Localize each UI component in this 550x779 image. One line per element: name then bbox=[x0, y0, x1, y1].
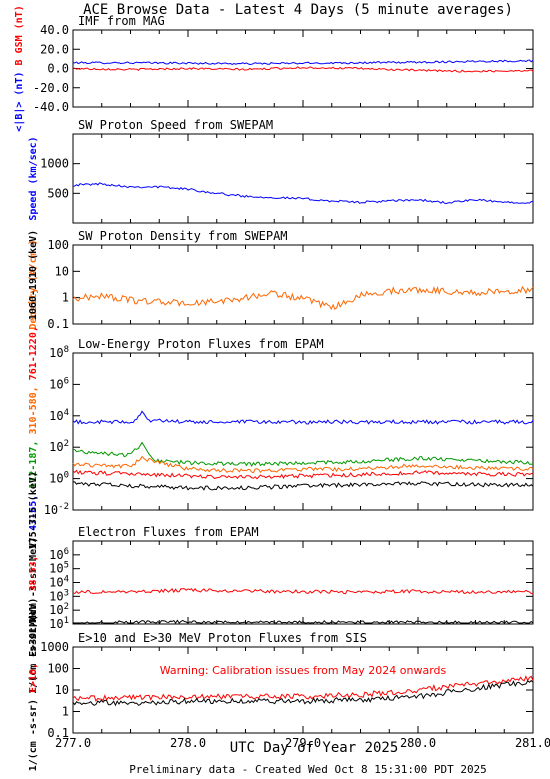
y-tick-label: 100 bbox=[49, 471, 69, 486]
footer-note: Preliminary data - Created Wed Oct 8 15:… bbox=[129, 763, 487, 776]
y-label-part: 1/(cm -s-sr-MeV) bbox=[28, 598, 39, 694]
y-label-part: 761-1220, bbox=[28, 326, 39, 386]
y-tick-label: 0.0 bbox=[47, 62, 69, 76]
plot-frame bbox=[72, 133, 534, 224]
y-tick-label: 106 bbox=[49, 547, 69, 562]
y-tick-label: 100 bbox=[47, 662, 69, 676]
y-tick-label: 102 bbox=[49, 439, 69, 454]
y-tick-label: 1 bbox=[62, 291, 69, 305]
panel-title: E>10 and E>30 MeV Proton Fluxes from SIS bbox=[78, 631, 367, 645]
y-label-part: E>10, bbox=[28, 663, 39, 699]
y-axis-label: Speed (km/sec) bbox=[28, 136, 39, 220]
y-axis-label: <|B|> (nT) B GSM (nT) bbox=[14, 5, 25, 131]
x-tick-label: 279.0 bbox=[285, 736, 321, 750]
y-axis-label: 1/(cm -s-sr-MeV) 47-65, 112-187, 310-580… bbox=[28, 230, 39, 633]
y-label-part: 112-187, bbox=[28, 441, 39, 495]
y-tick-label: 10 bbox=[55, 264, 69, 278]
y-tick-label: 102 bbox=[49, 602, 69, 617]
series-line-1 bbox=[72, 675, 534, 702]
y-tick-label: 20.0 bbox=[40, 42, 69, 56]
y-tick-label: 105 bbox=[49, 561, 69, 576]
y-tick-label: 100 bbox=[47, 238, 69, 252]
plot-frame bbox=[72, 540, 534, 625]
series-line-1 bbox=[72, 410, 534, 425]
y-tick-label: 1 bbox=[62, 705, 69, 719]
panels: 40.0 20.0 0.0 -20.0 -40.0 IMF from MAG <|B|> (… bbox=[14, 5, 550, 771]
x-tick-label: 277.0 bbox=[55, 736, 91, 750]
y-tick-label: 104 bbox=[49, 575, 69, 590]
series-line-3 bbox=[72, 455, 534, 474]
y-label-part: 47-65, bbox=[28, 495, 39, 537]
y-tick-label: 1000 bbox=[40, 640, 69, 654]
figure-title: ACE Browse Data - Latest 4 Days (5 minut… bbox=[83, 2, 513, 18]
plot-frame bbox=[72, 352, 534, 511]
x-tick-label: 280.0 bbox=[400, 736, 436, 750]
series-line-5 bbox=[73, 481, 534, 491]
series-line-4 bbox=[72, 469, 534, 480]
y-tick-label: 101 bbox=[49, 616, 69, 631]
y-label-part: Density (#/cm ) bbox=[27, 239, 39, 329]
panel-title: SW Proton Density from SWEPAM bbox=[78, 229, 288, 243]
y-tick-label: 500 bbox=[47, 186, 69, 200]
y-tick-label: 40.0 bbox=[40, 23, 69, 37]
y-tick-label: -20.0 bbox=[33, 81, 69, 95]
y-tick-label: 10-2 bbox=[44, 502, 69, 517]
y-label-part: E>30 MeV bbox=[28, 609, 39, 663]
y-tick-label: -40.0 bbox=[33, 100, 69, 114]
y-axis-label: 1/(cm -s-sr) E>10, E>30 MeV bbox=[28, 609, 39, 772]
series-line-2 bbox=[72, 619, 534, 624]
chart-panel-1: 40.0 20.0 0.0 -20.0 -40.0 IMF from MAG <|B|> (… bbox=[14, 5, 534, 132]
panel-title: SW Proton Speed from SWEPAM bbox=[78, 118, 273, 132]
panel-title: IMF from MAG bbox=[78, 14, 165, 28]
y-label-part: 38-53, bbox=[28, 555, 39, 597]
warning-annotation: Warning: Calibration issues from May 202… bbox=[160, 664, 447, 677]
y-label-part: Speed (km/sec) bbox=[28, 136, 39, 220]
panel-title: Low-Energy Proton Fluxes from EPAM bbox=[78, 337, 324, 351]
chart-panel-3: 100 10 1 0.1 SW Proton Density from SWEPAM De… bbox=[27, 229, 534, 331]
x-tick-label: 281.0 bbox=[515, 736, 550, 750]
series-line-2 bbox=[72, 679, 534, 707]
y-label-part: B GSM (nT) bbox=[14, 5, 25, 71]
plot-frame bbox=[72, 244, 534, 325]
series-line-1 bbox=[72, 59, 534, 66]
y-tick-label: 106 bbox=[49, 376, 69, 391]
x-axis-label: UTC Day of Year 2025 bbox=[230, 740, 399, 756]
chart-panel-4: 108 106 104 102 100 10-2 Low-Energy Proton Flu… bbox=[28, 230, 534, 633]
y-label-part: 1/(cm -s-sr-MeV) bbox=[28, 537, 39, 633]
x-tick-label: 278.0 bbox=[170, 736, 206, 750]
y-axis-label: 1/(cm -s-sr-MeV) 38-53, 175-315 (keV) bbox=[28, 471, 39, 694]
y-tick-label: 104 bbox=[49, 408, 69, 423]
y-axis-label: Density (#/cm ) bbox=[27, 239, 39, 329]
series-line-1 bbox=[72, 182, 534, 205]
y-tick-label: 0.1 bbox=[47, 317, 69, 331]
y-label-part: <|B|> (nT) bbox=[14, 72, 25, 132]
y-tick-label: 108 bbox=[49, 345, 69, 360]
series-line-2 bbox=[73, 66, 534, 73]
series-line-2 bbox=[72, 441, 534, 468]
chart-panel-2: 1000 500 SW Proton Speed from SWEPAM Speed … bbox=[28, 118, 534, 224]
y-label-part: 310-580, bbox=[28, 386, 39, 440]
panel-title: Electron Fluxes from EPAM bbox=[78, 525, 259, 539]
y-label-part: 175-315 (keV) bbox=[28, 471, 39, 555]
y-label-part: 1060-1910 (keV) bbox=[28, 230, 39, 326]
series-line-1 bbox=[72, 285, 534, 311]
y-tick-label: 0.1 bbox=[47, 726, 69, 740]
y-tick-label: 103 bbox=[49, 588, 69, 603]
y-label-part: 1/(cm -s-sr) bbox=[28, 699, 39, 771]
series-line-1 bbox=[72, 587, 534, 595]
y-tick-label: 10 bbox=[55, 683, 69, 697]
y-tick-label: 1000 bbox=[40, 157, 69, 171]
